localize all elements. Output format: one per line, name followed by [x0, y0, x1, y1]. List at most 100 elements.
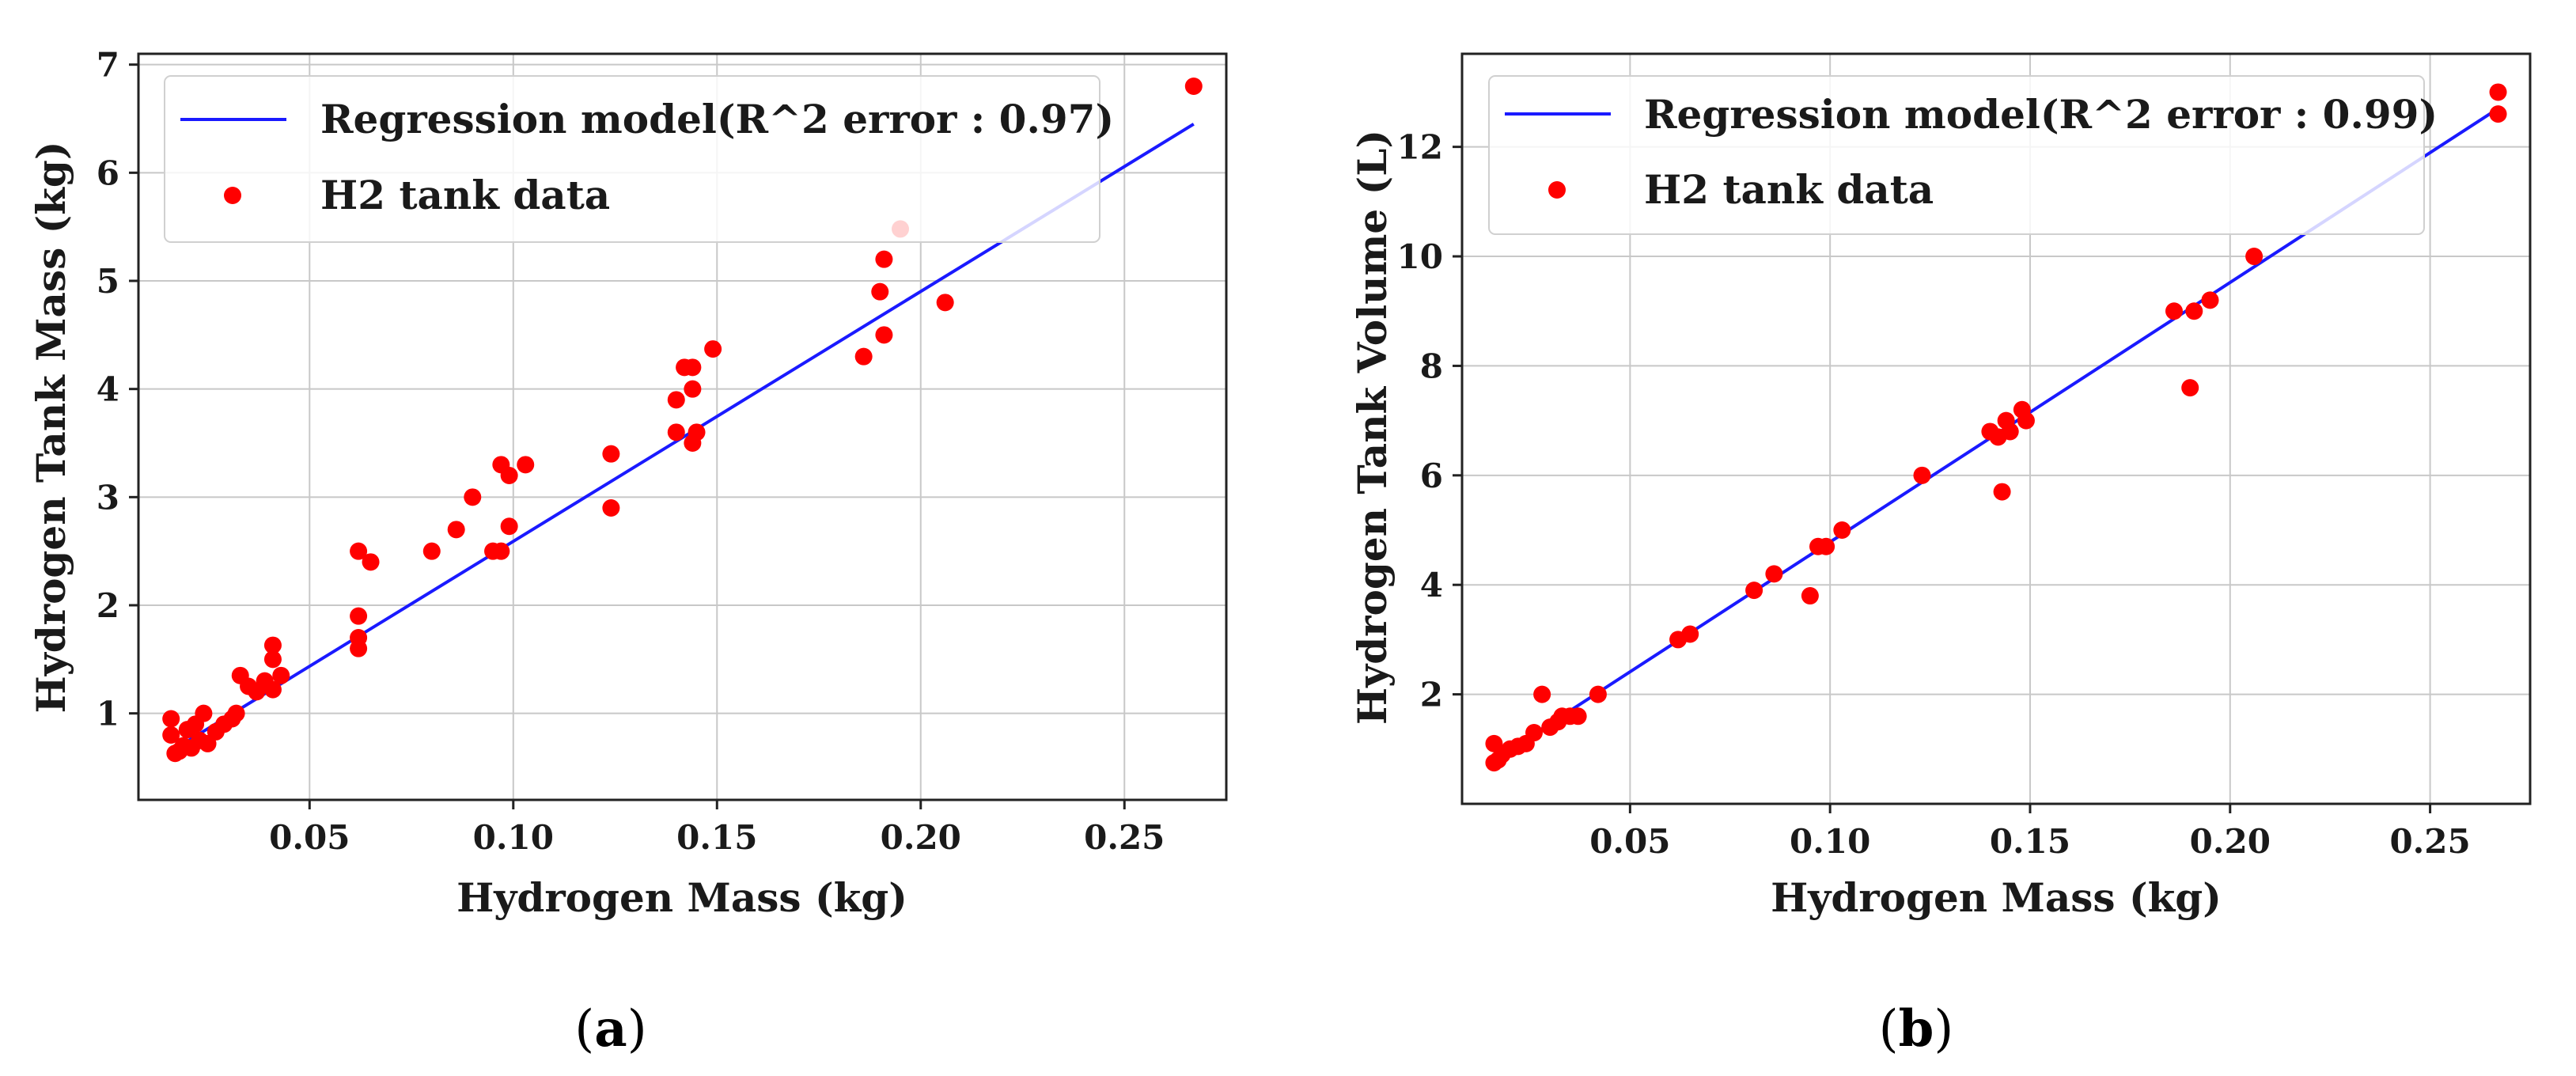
- chart-b-data-point: [1569, 707, 1587, 726]
- chart-a-data-point: [704, 340, 722, 358]
- chart-b-data-point: [2017, 411, 2035, 430]
- chart-a-data-point: [517, 456, 535, 474]
- chart-a-data-point: [464, 488, 482, 506]
- chart-a-data-point: [162, 710, 180, 728]
- chart-a-data-point: [447, 521, 465, 539]
- chart-b-ytick-label: 12: [1397, 128, 1443, 167]
- chart-b-data-point: [2165, 302, 2183, 320]
- chart-a-plot-frame: [137, 52, 1228, 801]
- chart-a-ytick-label: 1: [97, 695, 119, 733]
- chart-b-data-point: [1993, 483, 2011, 501]
- chart-a-xtick-label: 0.05: [269, 818, 350, 857]
- chart-b-data-point: [1833, 521, 1851, 540]
- chart-b-data-point: [1589, 685, 1607, 703]
- chart-b-ytick-label: 6: [1420, 457, 1443, 495]
- chart-a-data-point: [263, 650, 282, 669]
- chart-a-legend-regression-label: Regression model(R^2 error : 0.97): [320, 96, 1114, 142]
- chart-b-data-point: [1533, 685, 1551, 703]
- chart-b-xtick-label: 0.25: [2389, 822, 2470, 861]
- chart-a-xlabel: Hydrogen Mass (kg): [456, 874, 907, 921]
- chart-b-data-point: [1765, 565, 1783, 583]
- chart-a-data-point: [500, 467, 518, 484]
- chart-b-xtick-label: 0.05: [1589, 822, 1670, 861]
- chart-b-ytick-label: 8: [1420, 347, 1443, 385]
- chart-b-ticks: 0.05 0.10 0.15 0.20 0.25 2 4 6 8 10 12: [1397, 128, 2471, 861]
- chart-a-data-point: [195, 704, 213, 722]
- chart-b: 0.05 0.10 0.15 0.20 0.25 2 4 6 8 10 12 Regression …: [1349, 52, 2532, 1059]
- chart-a-data-point: [871, 282, 889, 301]
- chart-b-legend-box: [1488, 75, 2425, 235]
- chart-a-ylabel: Hydrogen Tank Mass (kg): [28, 141, 74, 713]
- chart-b-data-point: [2489, 105, 2507, 123]
- chart-a-data-point: [263, 636, 282, 654]
- chart-b-xlabel: Hydrogen Mass (kg): [1771, 874, 2222, 921]
- chart-b-data-point: [2245, 248, 2263, 266]
- chart-a-data-point: [936, 294, 954, 312]
- chart-b-data-point: [1817, 537, 1835, 555]
- chart-b-xtick-label: 0.15: [1990, 822, 2070, 861]
- chart-a-data-point: [362, 553, 380, 571]
- chart-a-ytick-label: 2: [97, 586, 119, 625]
- chart-b-legend-data-label: H2 tank data: [1644, 166, 1934, 213]
- chart-a-legend-data-label: H2 tank data: [320, 172, 610, 218]
- chart-a-legend-box: [164, 75, 1100, 243]
- chart-a-ytick-label: 4: [97, 370, 119, 409]
- chart-a-data-point: [350, 639, 368, 657]
- chart-b-data-point: [1745, 582, 1763, 600]
- chart-b-panel-label: (b): [1879, 999, 1954, 1059]
- chart-a-data-point: [162, 726, 180, 744]
- chart-a-data-point: [688, 423, 706, 441]
- chart-b-plot-frame: [1460, 52, 2532, 805]
- chart-b-xtick-label: 0.20: [2190, 822, 2271, 861]
- chart-a-data-point: [500, 517, 518, 536]
- chart-a-data-point: [227, 704, 245, 722]
- chart-a-data-point: [667, 423, 685, 441]
- chart-a-data-point: [875, 326, 893, 344]
- chart-a-data-point: [667, 391, 685, 409]
- chart-a: 0.05 0.10 0.15 0.20 0.25 1 2 3 4 5 6 7 Regression m…: [28, 46, 1228, 1059]
- chart-b-ytick-label: 2: [1420, 676, 1443, 714]
- chart-a-data-point: [350, 607, 368, 625]
- chart-a-data-point: [684, 380, 702, 398]
- chart-b-data-point: [2181, 379, 2199, 397]
- chart-a-data-point: [422, 542, 441, 560]
- chart-a-data-point: [350, 542, 368, 560]
- chart-b-data-point: [2489, 83, 2507, 101]
- chart-a-xtick-label: 0.15: [676, 818, 757, 857]
- chart-a-data-point: [272, 666, 290, 684]
- chart-b-legend-regression-label: Regression model(R^2 error : 0.99): [1644, 91, 2438, 138]
- chart-a-ytick-label: 3: [97, 478, 119, 517]
- chart-a-ytick-label: 6: [97, 153, 119, 192]
- chart-b-data-point: [2001, 422, 2019, 441]
- chart-b-data-point: [1525, 724, 1544, 742]
- chart-a-xtick-label: 0.20: [881, 818, 961, 857]
- chart-a-ytick-label: 5: [97, 262, 119, 301]
- chart-a-data-point: [602, 499, 620, 517]
- chart-a-legend-point-swatch: [224, 187, 241, 204]
- chart-b-data-point: [1681, 625, 1699, 643]
- chart-a-ticks: 0.05 0.10 0.15 0.20 0.25 1 2 3 4 5 6 7: [97, 46, 1165, 857]
- chart-a-data-point: [492, 542, 510, 560]
- chart-a-data-point: [602, 445, 620, 463]
- chart-b-data-point: [2201, 291, 2219, 309]
- chart-b-data-point: [1913, 466, 1931, 484]
- chart-a-data-point: [1184, 78, 1203, 95]
- chart-a-data-point: [684, 358, 702, 377]
- chart-a-data-point: [263, 680, 282, 699]
- chart-b-data-point: [2185, 302, 2203, 320]
- chart-a-xtick-label: 0.10: [473, 818, 554, 857]
- chart-a-panel-label: (a): [574, 999, 646, 1059]
- chart-b-legend: Regression model(R^2 error : 0.99) H2 ta…: [1488, 75, 2438, 235]
- chart-a-xtick-label: 0.25: [1084, 818, 1165, 857]
- chart-b-points: [1485, 83, 2507, 772]
- chart-a-data-point: [854, 347, 873, 366]
- chart-b-ylabel: Hydrogen Tank Volume (L): [1349, 130, 1396, 725]
- chart-b-ytick-label: 4: [1420, 566, 1443, 604]
- chart-a-data-point: [875, 250, 893, 268]
- chart-b-data-point: [1801, 587, 1819, 605]
- chart-b-xtick-label: 0.10: [1790, 822, 1870, 861]
- chart-a-legend: Regression model(R^2 error : 0.97) H2 ta…: [164, 75, 1114, 243]
- chart-a-ytick-label: 7: [97, 46, 119, 85]
- chart-b-ytick-label: 10: [1397, 237, 1443, 276]
